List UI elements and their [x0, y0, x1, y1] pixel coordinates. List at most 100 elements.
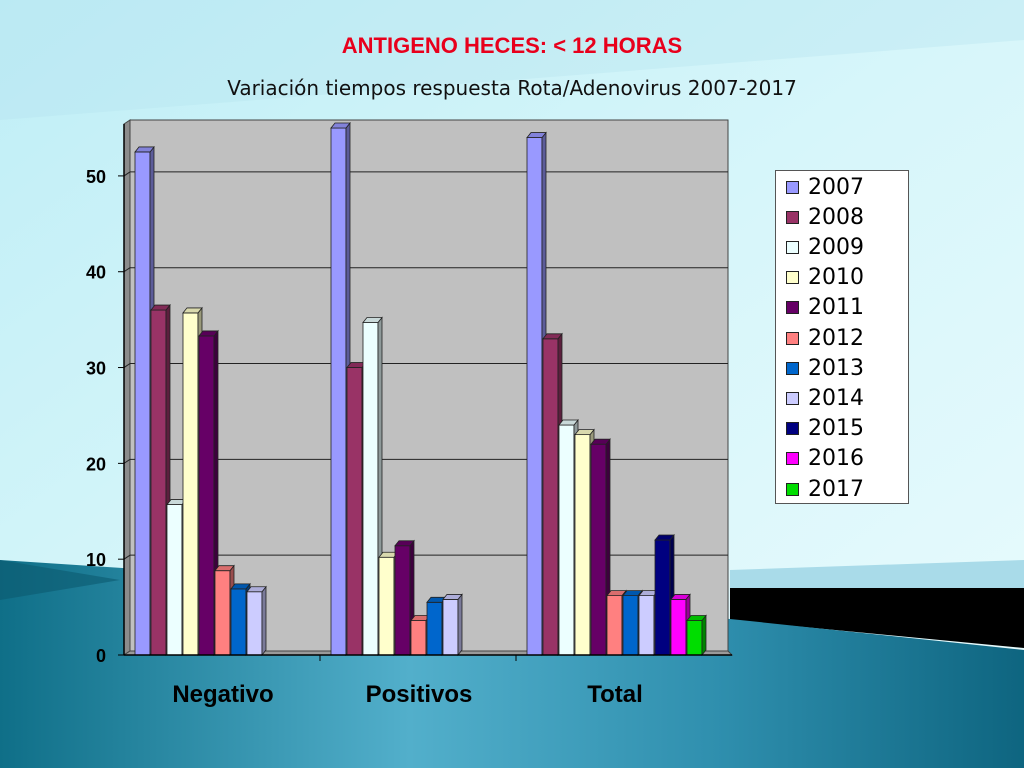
- bar-top: [198, 330, 219, 337]
- legend-swatch: [786, 361, 799, 375]
- bar-top: [230, 583, 251, 590]
- legend-swatch: [786, 210, 799, 224]
- bar-top: [182, 307, 203, 314]
- bar-front: [182, 312, 199, 656]
- bar-side: [457, 593, 463, 657]
- x-category-label: Negativo: [172, 681, 273, 708]
- bar-top: [526, 132, 547, 138]
- bar-front: [426, 601, 443, 656]
- bar-front: [378, 556, 395, 656]
- bar-front: [362, 322, 379, 656]
- bar-total-2017: [686, 614, 707, 657]
- legend-label: 2014: [808, 385, 864, 411]
- bar-front: [574, 434, 591, 656]
- bar-top: [574, 429, 595, 436]
- y-tick-label: 50: [86, 167, 106, 187]
- legend-label: 2011: [808, 295, 864, 321]
- bar-side: [701, 614, 707, 657]
- y-tick-label: 40: [86, 263, 106, 283]
- legend-item: 2016: [786, 445, 864, 473]
- legend-swatch: [786, 452, 799, 466]
- bar-front: [606, 595, 623, 656]
- plot-area: [129, 119, 729, 652]
- bar-positivos-2014: [442, 593, 463, 657]
- gridline-side: [123, 171, 131, 177]
- legend-swatch: [786, 482, 799, 496]
- bar-top: [670, 594, 691, 600]
- chart-subtitle: Variación tiempos respuesta Rota/Adenovi…: [227, 76, 797, 100]
- legend-label: 2009: [808, 234, 864, 260]
- legend-swatch: [786, 422, 799, 436]
- legend-swatch: [786, 391, 799, 405]
- bar-front: [214, 570, 231, 656]
- legend-item: 2007: [786, 173, 864, 201]
- bar-top: [558, 419, 579, 426]
- legend-item: 2012: [786, 324, 864, 352]
- legend-item: 2011: [786, 294, 864, 322]
- bar-front: [558, 424, 575, 656]
- bar-front: [590, 443, 607, 656]
- bar-front: [230, 588, 247, 656]
- bar-negativo-2014: [246, 585, 267, 657]
- plot-side-wall: [123, 119, 131, 656]
- legend-label: 2007: [808, 174, 864, 200]
- bar-top: [654, 534, 675, 541]
- bar-top: [330, 122, 351, 129]
- legend-item: 2014: [786, 384, 864, 412]
- legend-item: 2013: [786, 354, 864, 382]
- legend-label: 2010: [808, 265, 864, 291]
- bar-front: [442, 599, 459, 656]
- bar-front: [638, 595, 655, 656]
- bar-front: [198, 335, 215, 656]
- bar-front: [410, 620, 427, 656]
- bar-top: [606, 590, 627, 596]
- bar-front: [150, 309, 167, 656]
- bar-top: [542, 333, 563, 340]
- bar-front: [166, 504, 183, 656]
- legend-item: 2015: [786, 415, 864, 443]
- legend-label: 2015: [808, 416, 864, 442]
- x-category-label: Positivos: [366, 681, 473, 708]
- slide-title: ANTIGENO HECES: < 12 HORAS: [341, 33, 683, 58]
- legend-swatch: [786, 301, 799, 315]
- legend-swatch: [786, 240, 799, 254]
- legend-item: 2010: [786, 264, 864, 292]
- bar-top: [246, 586, 267, 593]
- legend-label: 2012: [808, 325, 864, 351]
- bar-front: [670, 599, 687, 656]
- y-tick-label: 10: [86, 550, 106, 570]
- legend-label: 2016: [808, 446, 864, 472]
- legend-item: 2017: [786, 475, 864, 503]
- x-category-label: Total: [587, 681, 643, 708]
- chart-legend: 2007 2008 2009 2010 2011 2012 2013 2014 2015 2016…: [775, 170, 909, 504]
- bar-front: [654, 539, 671, 656]
- legend-swatch: [786, 271, 799, 285]
- gridline-side: [123, 267, 131, 273]
- bar-top: [394, 540, 415, 547]
- legend-swatch: [786, 331, 799, 345]
- gridline-side: [123, 554, 131, 560]
- bar-front: [346, 367, 363, 656]
- gridline-side: [123, 458, 131, 464]
- bar-front: [330, 127, 347, 656]
- y-tick-label: 30: [86, 359, 106, 379]
- y-tick-label: 20: [86, 454, 106, 474]
- bar-front: [526, 137, 543, 656]
- bar-front: [246, 591, 263, 656]
- legend-label: 2008: [808, 204, 864, 230]
- bar-front: [134, 151, 151, 656]
- bar-top: [686, 615, 707, 621]
- y-tick-label: 0: [96, 646, 106, 666]
- legend-label: 2017: [808, 476, 864, 502]
- bar-top: [150, 304, 171, 311]
- bar-top: [442, 594, 463, 600]
- bar-front: [686, 620, 703, 656]
- gridline-side: [123, 363, 131, 368]
- bar-top: [590, 438, 611, 445]
- bar-front: [622, 595, 639, 656]
- legend-item: 2009: [786, 233, 864, 261]
- bar-top: [214, 565, 235, 572]
- bar-front: [542, 338, 559, 656]
- legend-swatch: [786, 180, 799, 194]
